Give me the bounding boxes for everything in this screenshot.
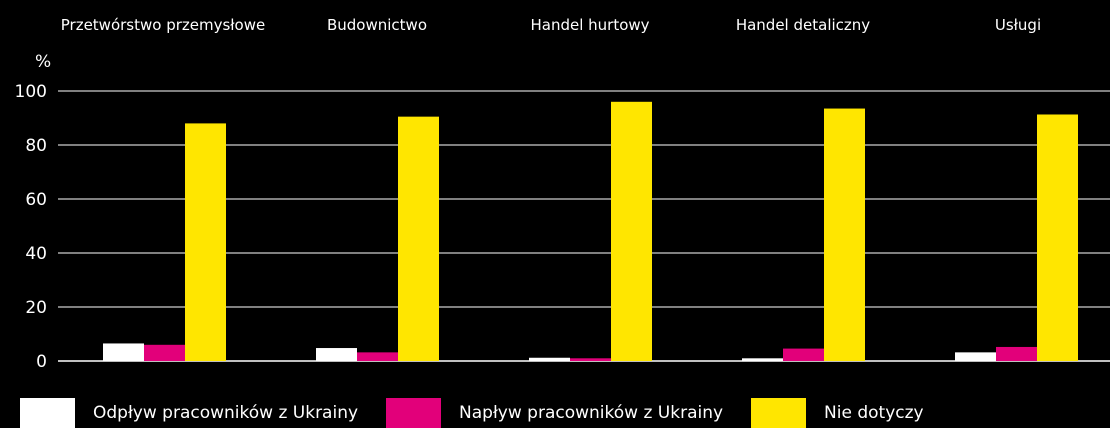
bar [1037,114,1078,362]
gridlines [58,90,1110,362]
bar [316,348,357,361]
legend-label-outflow: Odpływ pracowników z Ukrainy [93,403,359,423]
bar [398,116,439,362]
bar [996,346,1037,361]
y-tick-label: 60 [25,190,47,210]
bar [955,352,996,361]
category-label: Budownictwo [327,16,427,34]
bar [144,344,185,361]
bar [357,352,398,361]
bar [103,343,144,361]
y-tick-label: 80 [25,136,47,156]
bar [529,357,570,361]
bar [570,358,611,361]
bar [824,108,865,361]
legend-swatch-outflow [20,398,75,428]
bar [742,358,783,361]
legend-item-outflow: Odpływ pracowników z Ukrainy [20,398,358,428]
legend-label-inflow: Napływ pracowników z Ukrainy [459,403,724,423]
category-label: Usługi [995,16,1041,34]
category-label: Przetwórstwo przemysłowe [61,16,266,34]
legend-item-not-applicable: Nie dotyczy [751,398,924,428]
bar [611,101,652,362]
y-tick-label: 0 [36,352,47,372]
legend-swatch-not-applicable [751,398,807,428]
y-tick-label: 20 [25,298,47,318]
y-tick-label: 40 [25,244,47,264]
category-label: Handel detaliczny [736,16,870,34]
y-tick-labels: 0 20 40 60 80 100 [15,82,47,372]
y-tick-label: 100 [15,82,47,102]
category-labels: Przetwórstwo przemysłowe Budownictwo Hande… [61,16,1041,34]
bars [103,101,1078,362]
legend-swatch-inflow [386,398,442,428]
y-unit-label: % [35,52,51,72]
bar-chart: Przetwórstwo przemysłowe Budownictwo Hande… [15,16,1110,372]
bar [185,123,226,362]
legend-item-inflow: Napływ pracowników z Ukrainy [386,398,723,428]
bar [783,348,824,361]
legend-label-not-applicable: Nie dotyczy [824,403,924,423]
legend: Odpływ pracowników z Ukrainy Napływ prac… [20,398,952,428]
category-label: Handel hurtowy [530,16,649,34]
